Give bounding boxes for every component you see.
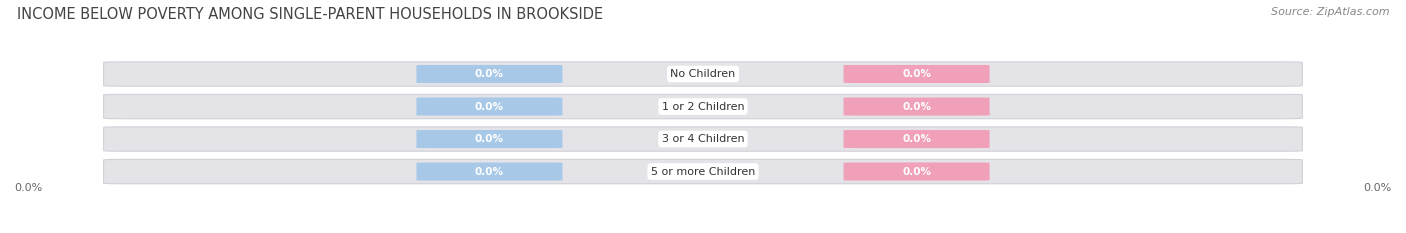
- Text: 0.0%: 0.0%: [903, 102, 931, 112]
- FancyBboxPatch shape: [104, 62, 1302, 86]
- FancyBboxPatch shape: [416, 97, 562, 116]
- Text: 0.0%: 0.0%: [475, 102, 503, 112]
- Text: 5 or more Children: 5 or more Children: [651, 167, 755, 177]
- Text: 0.0%: 0.0%: [475, 69, 503, 79]
- FancyBboxPatch shape: [844, 130, 990, 148]
- FancyBboxPatch shape: [844, 97, 990, 116]
- Text: 0.0%: 0.0%: [475, 134, 503, 144]
- Text: 0.0%: 0.0%: [903, 134, 931, 144]
- FancyBboxPatch shape: [844, 65, 990, 83]
- Text: 3 or 4 Children: 3 or 4 Children: [662, 134, 744, 144]
- Text: 0.0%: 0.0%: [475, 167, 503, 177]
- FancyBboxPatch shape: [104, 94, 1302, 119]
- Text: Source: ZipAtlas.com: Source: ZipAtlas.com: [1271, 7, 1389, 17]
- Text: 0.0%: 0.0%: [1364, 183, 1392, 193]
- Text: 0.0%: 0.0%: [903, 69, 931, 79]
- Text: 0.0%: 0.0%: [14, 183, 42, 193]
- FancyBboxPatch shape: [416, 130, 562, 148]
- FancyBboxPatch shape: [104, 159, 1302, 184]
- FancyBboxPatch shape: [844, 162, 990, 181]
- Text: INCOME BELOW POVERTY AMONG SINGLE-PARENT HOUSEHOLDS IN BROOKSIDE: INCOME BELOW POVERTY AMONG SINGLE-PARENT…: [17, 7, 603, 22]
- FancyBboxPatch shape: [416, 65, 562, 83]
- Text: No Children: No Children: [671, 69, 735, 79]
- Text: 1 or 2 Children: 1 or 2 Children: [662, 102, 744, 112]
- FancyBboxPatch shape: [416, 162, 562, 181]
- FancyBboxPatch shape: [104, 127, 1302, 151]
- Text: 0.0%: 0.0%: [903, 167, 931, 177]
